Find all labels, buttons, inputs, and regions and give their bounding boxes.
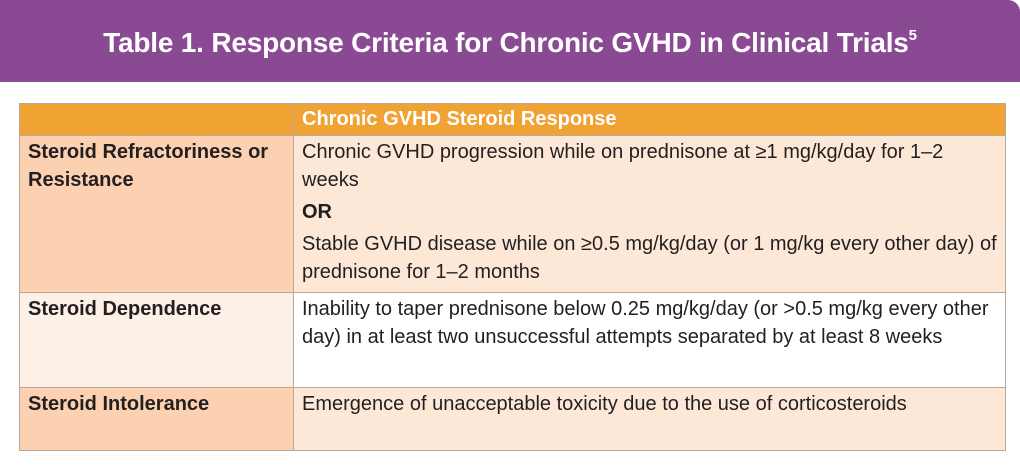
row-label-intolerance: Steroid Intolerance [19, 387, 294, 451]
table-row: Steroid Dependence Inability to taper pr… [19, 292, 1006, 388]
description-text: Inability to taper prednisone below 0.25… [302, 298, 989, 348]
row-description-refractoriness: Chronic GVHD progression while on predni… [293, 135, 1006, 293]
description-text: Emergence of unacceptable toxicity due t… [302, 393, 907, 415]
row-label-refractoriness: Steroid Refractoriness or Resistance [19, 135, 294, 293]
table-header-row: Chronic GVHD Steroid Response [19, 103, 1006, 136]
response-criteria-table: Chronic GVHD Steroid Response Steroid Re… [19, 103, 1006, 451]
title-banner: Table 1. Response Criteria for Chronic G… [0, 0, 1020, 82]
header-cell-steroid-response: Chronic GVHD Steroid Response [293, 103, 1006, 136]
header-cell-empty [19, 103, 294, 136]
page-title: Table 1. Response Criteria for Chronic G… [103, 27, 917, 59]
table-row: Steroid Intolerance Emergence of unaccep… [19, 387, 1006, 451]
row-label-dependence: Steroid Dependence [19, 292, 294, 388]
title-reference-superscript: 5 [908, 26, 917, 44]
title-text: Table 1. Response Criteria for Chronic G… [103, 27, 909, 58]
description-text: Stable GVHD disease while on ≥0.5 mg/kg/… [302, 233, 997, 283]
row-description-dependence: Inability to taper prednisone below 0.25… [293, 292, 1006, 388]
description-text: Chronic GVHD progression while on predni… [302, 141, 944, 191]
or-connector: OR [302, 201, 332, 223]
table-row: Steroid Refractoriness or Resistance Chr… [19, 135, 1006, 293]
row-description-intolerance: Emergence of unacceptable toxicity due t… [293, 387, 1006, 451]
